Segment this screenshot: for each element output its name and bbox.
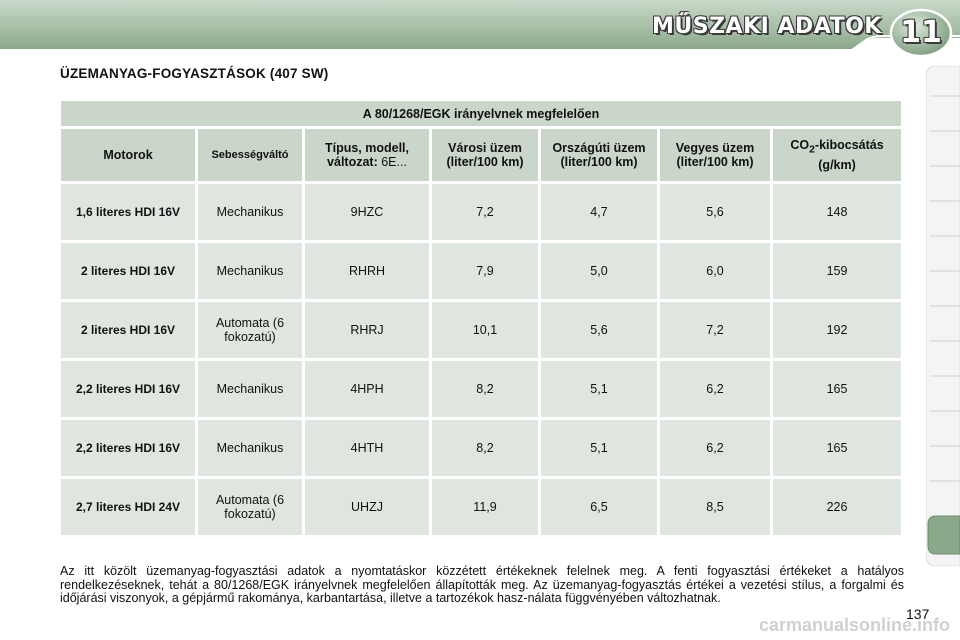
- cell-co2: 192: [773, 302, 902, 358]
- chapter-tabs: [926, 66, 960, 566]
- cell-combined: 6,2: [660, 420, 770, 476]
- header-extra-urban: Országúti üzem (liter/100 km): [541, 129, 657, 181]
- cell-co2: 148: [773, 184, 902, 240]
- cell-motor: 2 literes HDI 16V: [61, 302, 195, 358]
- cell-urban: 8,2: [432, 420, 538, 476]
- cell-gearbox: Automata (6 fokozatú): [198, 302, 302, 358]
- cell-co2: 226: [773, 479, 902, 535]
- header-type-label: Típus, modell, változat:: [324, 141, 410, 169]
- cell-motor: 2,2 literes HDI 16V: [61, 420, 195, 476]
- cell-extra-urban: 6,5: [541, 479, 657, 535]
- cell-type: 9HZC: [305, 184, 429, 240]
- table-row: 2 literes HDI 16V Automata (6 fokozatú) RH…: [61, 302, 902, 358]
- cell-extra-urban: 5,1: [541, 361, 657, 417]
- cell-type: RHRJ: [305, 302, 429, 358]
- header-type-code: 6E...: [377, 155, 407, 169]
- cell-motor: 2,7 literes HDI 24V: [61, 479, 195, 535]
- cell-urban: 7,9: [432, 243, 538, 299]
- header-co2: CO2-kibocsátás (g/km): [773, 129, 902, 181]
- cell-type: 4HTH: [305, 420, 429, 476]
- cell-type: 4HPH: [305, 361, 429, 417]
- table-row: 2,7 literes HDI 24V Automata (6 fokozatú)…: [61, 479, 902, 535]
- cell-gearbox: Mechanikus: [198, 420, 302, 476]
- cell-type: UHZJ: [305, 479, 429, 535]
- cell-gearbox: Mechanikus: [198, 184, 302, 240]
- cell-extra-urban: 5,6: [541, 302, 657, 358]
- cell-gearbox: Automata (6 fokozatú): [198, 479, 302, 535]
- header-co2-suffix: -kibocsátás (g/km): [814, 138, 884, 172]
- header-gearbox: Sebességváltó: [198, 129, 302, 181]
- cell-extra-urban: 5,0: [541, 243, 657, 299]
- cell-combined: 5,6: [660, 184, 770, 240]
- table-row: 2 literes HDI 16V Mechanikus RHRH 7,9 5,0 6,0…: [61, 243, 902, 299]
- table-caption: A 80/1268/EGK irányelvnek megfelelően: [61, 101, 902, 126]
- table-row: 1,6 literes HDI 16V Mechanikus 9HZC 7,2 4,7 5…: [61, 184, 902, 240]
- cell-co2: 159: [773, 243, 902, 299]
- cell-combined: 6,2: [660, 361, 770, 417]
- table-row: 2,2 literes HDI 16V Mechanikus 4HPH 8,2 5,1 6…: [61, 361, 902, 417]
- header-co2-subscript: 2: [809, 144, 815, 156]
- watermark: carmanualsonline.info: [758, 615, 950, 635]
- cell-combined: 6,0: [660, 243, 770, 299]
- cell-combined: 7,2: [660, 302, 770, 358]
- cell-urban: 7,2: [432, 184, 538, 240]
- table-body: 1,6 literes HDI 16V Mechanikus 9HZC 7,2 4,7 5…: [61, 184, 902, 535]
- cell-co2: 165: [773, 420, 902, 476]
- cell-co2: 165: [773, 361, 902, 417]
- header-co2-prefix: CO: [790, 138, 810, 153]
- section-title: ÜZEMANYAG-FOGYASZTÁSOK (407 SW): [60, 66, 329, 81]
- cell-gearbox: Mechanikus: [198, 243, 302, 299]
- chapter-header: MŰSZAKI ADATOK 11: [0, 0, 960, 62]
- table-header-row: Motorok Sebességváltó Típus, modell, vál…: [61, 129, 902, 181]
- cell-combined: 8,5: [660, 479, 770, 535]
- header-combined: Vegyes üzem (liter/100 km): [660, 129, 770, 181]
- cell-motor: 2 literes HDI 16V: [61, 243, 195, 299]
- fuel-consumption-table: A 80/1268/EGK irányelvnek megfelelően Mo…: [58, 98, 904, 538]
- header-type: Típus, modell, változat: 6E...: [305, 129, 429, 181]
- cell-urban: 11,9: [432, 479, 538, 535]
- table-row: 2,2 literes HDI 16V Mechanikus 4HTH 8,2 5,1 6…: [61, 420, 902, 476]
- consumption-note: Az itt közölt üzemanyag-fogyasztási adat…: [60, 564, 904, 605]
- chapter-number-badge: 11: [900, 15, 942, 50]
- header-motor: Motorok: [61, 129, 195, 181]
- cell-extra-urban: 5,1: [541, 420, 657, 476]
- cell-type: RHRH: [305, 243, 429, 299]
- cell-extra-urban: 4,7: [541, 184, 657, 240]
- page-number: 137: [906, 606, 930, 622]
- table-caption-row: A 80/1268/EGK irányelvnek megfelelően: [61, 101, 902, 126]
- cell-urban: 8,2: [432, 361, 538, 417]
- cell-motor: 2,2 literes HDI 16V: [61, 361, 195, 417]
- cell-motor: 1,6 literes HDI 16V: [61, 184, 195, 240]
- header-band-graphic: [0, 0, 960, 58]
- header-urban: Városi üzem (liter/100 km): [432, 129, 538, 181]
- cell-gearbox: Mechanikus: [198, 361, 302, 417]
- chapter-title: MŰSZAKI ADATOK: [652, 14, 882, 39]
- cell-urban: 10,1: [432, 302, 538, 358]
